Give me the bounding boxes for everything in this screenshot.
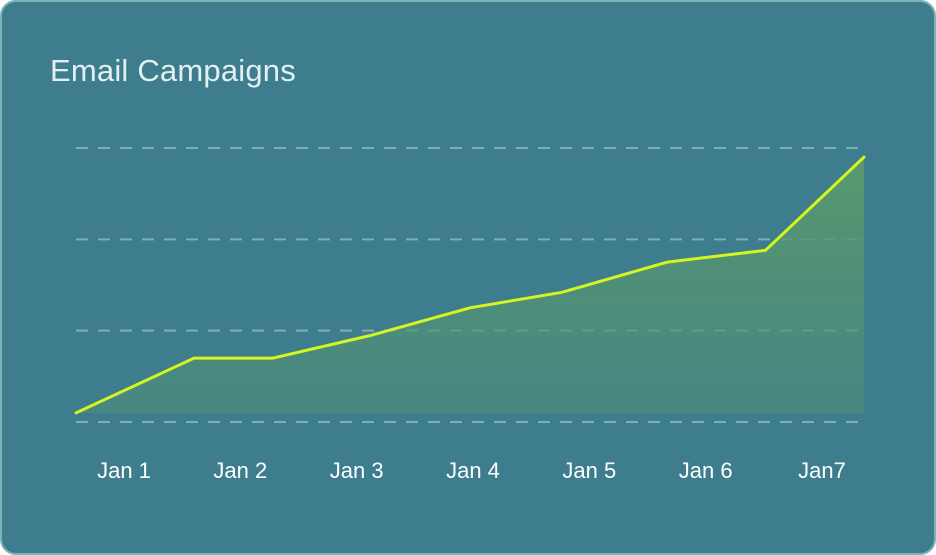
- line-layer: [74, 155, 866, 415]
- x-tick-label: Jan 4: [446, 458, 500, 483]
- x-tick-label: Jan 3: [330, 458, 384, 483]
- chart-title: Email Campaigns: [50, 53, 296, 88]
- x-tick-label: Jan 1: [97, 458, 151, 483]
- area-layer: [76, 157, 864, 413]
- x-tick-label: Jan 6: [679, 458, 733, 483]
- x-axis-labels: Jan 1 Jan 2 Jan 3 Jan 4 Jan 5 Jan 6 Jan7: [97, 458, 846, 483]
- x-tick-label: Jan 2: [213, 458, 267, 483]
- area-fill: [76, 157, 864, 413]
- x-tick-label: Jan7: [798, 458, 846, 483]
- x-tick-label: Jan 5: [562, 458, 616, 483]
- series-line: [74, 155, 866, 415]
